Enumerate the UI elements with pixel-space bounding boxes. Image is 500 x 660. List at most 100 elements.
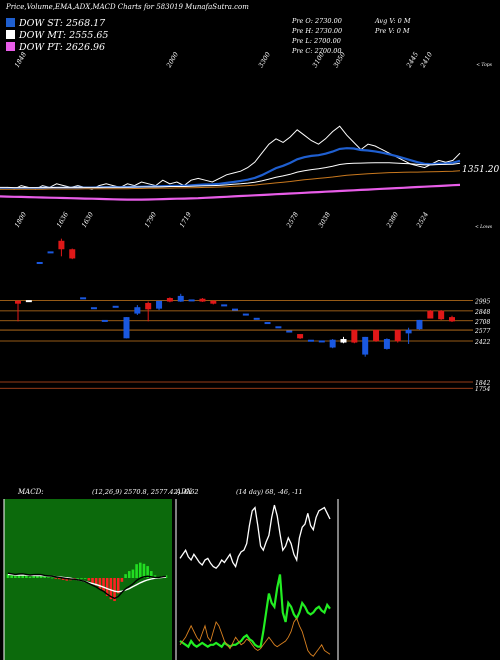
current-value-label: 1351.20 bbox=[462, 165, 499, 175]
candle-body bbox=[340, 339, 347, 343]
candle-body bbox=[405, 329, 412, 334]
level-label: 2995 bbox=[474, 299, 490, 306]
macd-histogram-bar bbox=[76, 578, 80, 579]
ema-line bbox=[0, 170, 461, 190]
level-label: 2422 bbox=[474, 339, 490, 346]
macd-histogram-bar bbox=[58, 578, 61, 580]
macd-histogram-bar bbox=[135, 564, 138, 578]
adx-params: (14 day) 68, -46, -11 bbox=[236, 488, 303, 496]
bottom-label: 1630 bbox=[80, 211, 95, 229]
top-label: 2000 bbox=[164, 51, 180, 70]
ohlc-high: Pre H: 2730.00 bbox=[292, 27, 343, 35]
candle-body bbox=[47, 251, 54, 254]
candle-body bbox=[318, 340, 325, 343]
macd-histogram-bar bbox=[109, 578, 113, 600]
ohlc-prev-volume: Pre V: 0 M bbox=[375, 27, 410, 35]
legend-pt-value: 2626.96 bbox=[65, 42, 106, 53]
macd-histogram-bar bbox=[10, 575, 13, 578]
candle-body bbox=[199, 298, 206, 302]
macd-histogram-bar bbox=[94, 578, 98, 586]
ema-line bbox=[0, 183, 461, 201]
macd-histogram-bar bbox=[113, 578, 116, 602]
level-label: 1842 bbox=[475, 380, 490, 387]
candle-body bbox=[58, 240, 65, 250]
macd-histogram-bar bbox=[98, 578, 102, 590]
macd-histogram-bar bbox=[6, 574, 10, 578]
macd-histogram-bar bbox=[32, 575, 36, 578]
bottom-label: 1800 bbox=[13, 211, 28, 229]
macd-histogram-bar bbox=[120, 578, 124, 582]
macd-histogram-bar bbox=[80, 578, 83, 579]
candle-body bbox=[36, 261, 43, 264]
ema-line bbox=[0, 162, 461, 189]
macd-histogram-bar bbox=[17, 574, 21, 578]
legend-mt-label: DOW MT: bbox=[19, 30, 67, 41]
adx-panel: ADX (14 day) 68, -46, -11 bbox=[175, 488, 339, 660]
ema-line bbox=[0, 125, 461, 190]
candle-body bbox=[15, 300, 21, 304]
adx-title: ADX bbox=[175, 488, 193, 496]
candle-body bbox=[123, 317, 130, 339]
bottom-label: 2578 bbox=[284, 211, 300, 230]
macd-histogram-bar bbox=[54, 578, 58, 579]
ohlc-close: Pre C: 2700.00 bbox=[292, 47, 342, 55]
candle-body bbox=[416, 319, 423, 330]
legend-mt-value: 2555.65 bbox=[69, 30, 109, 41]
top-label: 1848 bbox=[13, 51, 28, 69]
candle-body bbox=[275, 326, 282, 329]
candle-body bbox=[253, 317, 260, 320]
macd-histogram-bar bbox=[142, 563, 146, 578]
minus-di-line bbox=[179, 617, 331, 657]
macd-histogram-bar bbox=[138, 562, 142, 578]
macd-histogram-bar bbox=[43, 576, 47, 578]
candle-body bbox=[286, 330, 293, 333]
bottom-label: 2524 bbox=[414, 211, 430, 230]
macd-histogram-bar bbox=[50, 577, 54, 579]
macd-histogram-bar bbox=[83, 578, 87, 579]
candle-body bbox=[297, 334, 304, 339]
level-label: 2848 bbox=[474, 309, 490, 316]
candle-body bbox=[438, 310, 445, 320]
macd-histogram-bar bbox=[102, 578, 105, 592]
candle-body bbox=[156, 300, 163, 309]
candle-body bbox=[373, 329, 380, 342]
macd-histogram-bar bbox=[105, 578, 109, 597]
macd-histogram-bar bbox=[150, 571, 153, 578]
macd-histogram-bar bbox=[65, 578, 69, 581]
top-label: 2410 bbox=[418, 51, 434, 70]
macd-histogram-bar bbox=[14, 576, 17, 578]
candle-body bbox=[101, 319, 108, 322]
macd-histogram-bar bbox=[91, 578, 94, 584]
macd-line bbox=[7, 572, 167, 600]
macd-histogram-bar bbox=[39, 574, 43, 578]
legend-mt: DOW MT: 2555.65 bbox=[6, 30, 108, 41]
candle-body bbox=[394, 329, 401, 342]
macd-title: MACD: bbox=[17, 488, 44, 496]
macd-histogram-bar bbox=[25, 575, 28, 578]
candle-body bbox=[25, 300, 32, 303]
tops-label: < Tops bbox=[476, 62, 492, 68]
macd-params: (12,26,9) 2570.8, 2577.42, -6.62 bbox=[92, 488, 199, 496]
bottom-label: 1636 bbox=[55, 211, 70, 229]
legend-mt-swatch bbox=[6, 30, 15, 39]
macd-histogram-bar bbox=[87, 578, 91, 581]
candle-body bbox=[69, 249, 76, 259]
ohlc-avg-volume: Avg V: 0 M bbox=[375, 17, 411, 25]
macd-histogram-bar bbox=[146, 566, 149, 578]
candle-body bbox=[351, 329, 358, 343]
legend-pt-swatch bbox=[6, 42, 15, 51]
legend-st: DOW ST: 2568.17 bbox=[6, 18, 105, 29]
macd-histogram-bar bbox=[153, 575, 157, 578]
candle-body bbox=[177, 295, 184, 302]
candle-body bbox=[145, 302, 152, 310]
macd-panel: MACD: (12,26,9) 2570.8, 2577.42, -6.62 bbox=[3, 488, 199, 660]
candle-body bbox=[80, 297, 87, 300]
candle-body bbox=[166, 298, 173, 302]
candle-body bbox=[427, 310, 434, 319]
candle-body bbox=[242, 313, 249, 316]
macd-histogram-bar bbox=[124, 574, 127, 578]
candle-body bbox=[307, 339, 314, 342]
macd-histogram-bar bbox=[61, 578, 65, 580]
